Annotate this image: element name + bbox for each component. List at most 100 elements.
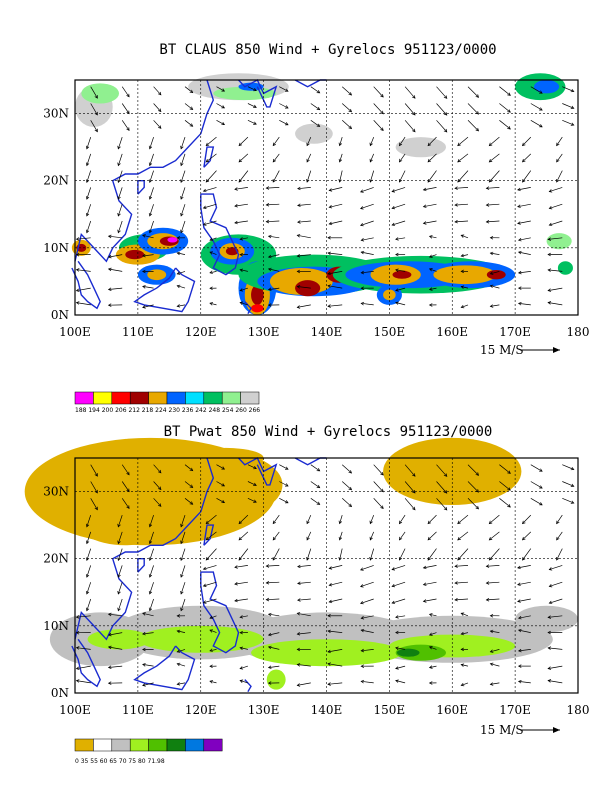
p2-wind-vector-head (327, 662, 331, 666)
p2-wind-vector (149, 565, 154, 578)
p1-wind-vector-head (521, 158, 526, 163)
p2-wind-vector-head (517, 664, 522, 668)
p2-wind-vector-head (489, 629, 494, 634)
p1-wind-vector-head (517, 204, 521, 208)
p1-wind-vector-head (443, 95, 448, 99)
p1-wind-vector (361, 302, 374, 306)
p1-wind-vector (369, 136, 375, 146)
p2-wind-vector (76, 665, 91, 670)
p1-wind-vector (518, 303, 531, 306)
p2-wind-vector-head (75, 630, 80, 635)
p2-wind-vector-head (507, 470, 511, 474)
p2-wind-vector-head (267, 632, 272, 637)
p1-wind-vector (76, 302, 91, 306)
p1-wind-vector-head (142, 269, 146, 274)
p1-wind-vector-head (489, 251, 494, 256)
p2-wind-vector (279, 497, 289, 504)
p1-wind-vector-head (107, 287, 112, 292)
p1-wind-vector-head (94, 111, 98, 116)
p2-wind-vector-head (267, 612, 272, 617)
p1-wind-vector (184, 103, 193, 110)
p1-wind-vector (391, 187, 406, 192)
p2-wind-vector-head (457, 520, 461, 525)
p2-wind-vector-head (457, 536, 461, 541)
p2-wind-vector (238, 548, 249, 561)
p1-wind-vector (117, 204, 123, 217)
p1-wind-vector (373, 103, 384, 115)
p1-wind-vector (297, 220, 311, 223)
p1-wind-vector (142, 254, 154, 257)
p1-wind-vector (234, 220, 248, 224)
p1-wind-vector-head (517, 286, 522, 290)
p1-wind-vector-head (85, 145, 90, 150)
p1-field-blob-17 (251, 284, 264, 305)
p2-wind-vector (467, 498, 479, 510)
p1-wind-vector-head (85, 162, 90, 167)
p2-wind-vector (548, 615, 563, 618)
p2-wind-vector (391, 581, 406, 587)
p1-wind-vector-head (157, 108, 162, 113)
p1-wind-vector-head (189, 106, 194, 110)
p2-wind-vector (486, 581, 500, 584)
p1-wind-vector-head (284, 122, 289, 126)
p1-wind-vector (436, 86, 448, 99)
p1-wind-vector (517, 203, 531, 208)
p1-wind-vector-head (427, 158, 432, 163)
p2-wind-vector-head (148, 523, 153, 528)
p1-wind-vector-head (360, 286, 365, 291)
p1-wind-vector-head (265, 203, 270, 207)
p1-field-blob-29 (433, 265, 497, 285)
p1-wind-vector-head (85, 196, 90, 200)
p2-ytick-label: 20N (43, 552, 69, 566)
p2-wind-vector-head (556, 520, 560, 525)
p1-wind-vector-head (570, 105, 575, 109)
p2-wind-vector-head (395, 615, 399, 619)
p2-wind-vector-head (239, 679, 244, 683)
p1-wind-vector-head (117, 145, 121, 150)
p1-wind-vector (457, 136, 469, 146)
p2-wind-vector-head (489, 662, 494, 667)
p2-wind-vector (327, 630, 343, 633)
p2-wind-vector-head (148, 590, 153, 595)
p2-colorbar-swatch (74, 738, 94, 752)
p2-wind-vector (149, 548, 154, 561)
p1-wind-vector-head (75, 301, 80, 305)
p2-wind-vector (149, 531, 154, 544)
p1-wind-vector (203, 220, 217, 226)
p2-wind-vector-head (284, 483, 289, 487)
panel2-colorbar (74, 738, 223, 752)
p1-wind-vector-head (488, 142, 493, 147)
p2-wind-vector-head (380, 488, 384, 493)
p2-wind-vector-head (75, 679, 80, 683)
p2-wind-vector-head (395, 679, 399, 683)
p2-wind-vector-head (488, 557, 493, 561)
p1-wind-vector-head (427, 179, 432, 183)
p2-wind-vector-head (369, 520, 373, 525)
p2-colorbar-swatch (185, 738, 205, 752)
p1-wind-vector-head (180, 179, 184, 183)
p2-wind-vector-head (428, 646, 433, 650)
p1-wind-vector (86, 136, 92, 149)
p2-wind-vector-head (265, 581, 270, 585)
panel2-grid (75, 458, 578, 693)
p2-wind-vector (361, 649, 374, 652)
p2-wind-vector (234, 565, 248, 568)
p2-wind-vector-head (107, 645, 112, 650)
p2-wind-vector-head (328, 583, 333, 587)
p2-wind-vector (369, 531, 375, 541)
p1-wind-vector-head (460, 304, 465, 309)
p2-wind-vector (490, 682, 500, 685)
p2-wind-vector (108, 646, 123, 650)
p2-wind-vector-head (94, 473, 98, 477)
p2-wind-vector-head (570, 466, 575, 471)
p1-wind-vector (361, 237, 374, 241)
p1-wind-vector-head (489, 235, 494, 240)
p1-wind-vector (339, 153, 343, 163)
p2-wind-vector-head (428, 632, 433, 636)
p1-wind-vector-head (412, 112, 416, 116)
p2-wind-vector-head (460, 682, 465, 687)
p2-wind-vector (549, 598, 563, 604)
p1-wind-vector (247, 86, 257, 91)
p1-wind-vector (339, 136, 343, 146)
